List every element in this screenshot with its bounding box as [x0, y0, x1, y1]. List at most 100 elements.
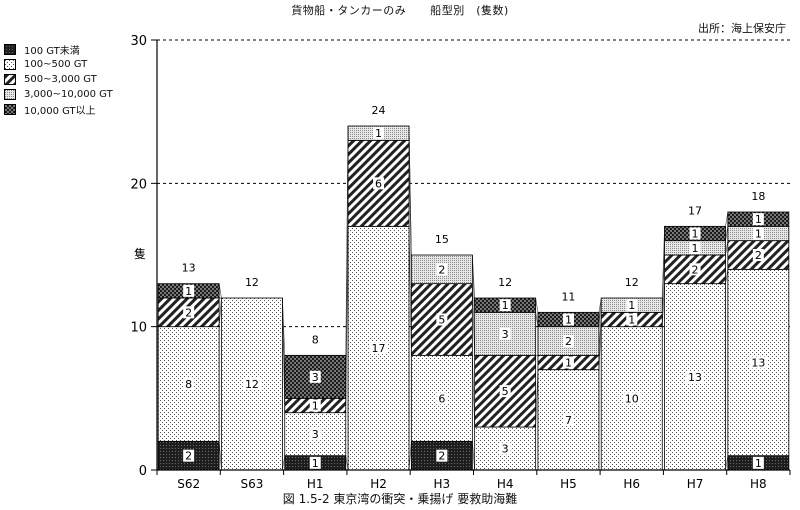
legend-swatch [4, 44, 16, 55]
segment-value-label: 1 [375, 127, 382, 140]
segment-label-bg [752, 456, 764, 469]
segment-value-label: 12 [245, 378, 259, 391]
segment-label-bg [499, 385, 511, 398]
legend-item: 100~500 GT [4, 57, 113, 72]
legend-swatch [4, 104, 16, 115]
legend: 100 GT未満 100~500 GT 500~3,000 GT 3,000~10,0… [4, 42, 113, 117]
segment-value-label: 2 [185, 306, 192, 319]
total-value-label: 24 [372, 104, 386, 117]
segment-value-label: 3 [502, 443, 509, 456]
chart-title-left: 貨物船・タンカーのみ [291, 4, 407, 17]
segment-value-label: 2 [438, 450, 445, 463]
segment-value-label: 8 [185, 378, 192, 391]
segment-label-bg [562, 413, 574, 426]
segment-label-bg [562, 335, 574, 347]
segment-label-bg [309, 456, 321, 469]
total-value-label: 12 [498, 276, 512, 289]
segment-value-label: 1 [628, 314, 635, 327]
x-tick-label: H6 [623, 477, 640, 491]
segment-label-bg [183, 284, 195, 297]
segment-label-bg [369, 342, 388, 355]
legend-label: 500~3,000 GT [24, 74, 97, 85]
y-tick-label: 0 [139, 464, 147, 479]
segment-value-label: 5 [502, 385, 509, 398]
segment-label-bg [373, 177, 385, 190]
segment-label-bg [626, 299, 638, 312]
bar-stack-S63: 12 12 S63 [221, 276, 283, 491]
bar-stack-H3: 2 6 5 2 15 H3 [410, 233, 473, 491]
bar-stack-H2: 17 6 1 24 H2 [347, 104, 410, 491]
bar-stack-H1: 1 3 1 3 8 H1 [284, 333, 347, 491]
segment-value-label: 1 [502, 299, 509, 312]
segment-label-bg [752, 213, 764, 226]
segment-label-bg [499, 442, 511, 455]
segment-label-bg [373, 127, 385, 140]
segment-label-bg [686, 370, 705, 383]
segment-label-bg [436, 449, 448, 462]
total-value-label: 17 [688, 204, 702, 217]
chart-title-right: 船型別 (隻数) [430, 4, 509, 17]
segment-value-label: 13 [751, 357, 765, 370]
segment-label-bg [622, 392, 641, 405]
x-tick-label: H4 [497, 477, 514, 491]
legend-label: 10,000 GT以上 [24, 106, 96, 117]
y-tick-label: 10 [130, 321, 147, 336]
total-value-label: 12 [245, 276, 259, 289]
chart-source: 出所：海上保安庁 [698, 22, 786, 35]
segment-value-label: 6 [438, 392, 445, 405]
segment-value-label: 1 [565, 357, 572, 370]
legend-item: 100 GT未満 [4, 42, 113, 57]
segment-label-bg [309, 428, 321, 441]
segment-label-bg [689, 263, 701, 276]
segment-value-label: 3 [312, 428, 319, 441]
segment-label-bg [499, 299, 511, 312]
legend-label: 100~500 GT [24, 59, 88, 70]
axes: 0 10 20 30 隻 [130, 34, 791, 479]
y-axis-label: 隻 [134, 246, 146, 261]
segment-value-label: 1 [755, 213, 762, 226]
x-tick-label: H8 [750, 477, 767, 491]
x-tick-label: S63 [241, 477, 264, 491]
legend-item: 500~3,000 GT [4, 72, 113, 87]
segment-label-bg [689, 241, 701, 254]
segment-value-label: 2 [185, 450, 192, 463]
bars: 282113S621212S6313138H1176124H2265215H33… [157, 104, 790, 491]
segment-value-label: 1 [312, 457, 319, 470]
legend-item: 10,000 GT以上 [4, 102, 113, 117]
legend-item: 3,000~10,000 GT [4, 87, 113, 102]
segment-label-bg [242, 378, 261, 390]
segment-label-bg [499, 327, 511, 340]
chart-title: 貨物船・タンカーのみ 船型別 (隻数) [0, 2, 800, 18]
segment-value-label: 6 [375, 177, 382, 190]
legend-label: 100 GT未満 [24, 46, 80, 57]
total-value-label: 15 [435, 233, 449, 246]
segment-value-label: 10 [625, 392, 639, 405]
segment-value-label: 1 [692, 228, 699, 241]
total-value-label: 13 [182, 262, 196, 275]
segment-label-bg [436, 313, 448, 326]
segment-label-bg [436, 392, 448, 405]
x-tick-label: S62 [177, 477, 200, 491]
y-tick-label: 30 [130, 34, 147, 49]
total-value-label: 8 [312, 333, 319, 346]
bar-stack-H7: 13 2 11 17 H7 [664, 204, 726, 491]
bar-segment [474, 354, 537, 428]
figure-caption: 図 1.5-2 東京湾の衝突・乗揚げ 要救助海難 [282, 492, 518, 506]
segment-value-label: 2 [565, 335, 572, 348]
total-value-label: 18 [751, 190, 765, 203]
bar-stack-H8: 1 13 2 1 1 18 H8 [727, 190, 790, 491]
bar-stack-S62: 2 8 2 1 13 S62 [157, 262, 220, 491]
segment-label-bg [183, 306, 195, 319]
segment-label-bg [752, 249, 764, 261]
legend-swatch [4, 59, 16, 70]
bar-stack-H4: 3 5 3 1 12 H4 [474, 276, 537, 491]
x-tick-label: H1 [307, 477, 324, 491]
segment-label-bg [309, 399, 321, 412]
segment-value-label: 3 [312, 371, 319, 384]
segment-value-label: 13 [688, 371, 702, 384]
total-value-label: 11 [561, 290, 575, 303]
segment-value-label: 3 [502, 328, 509, 341]
